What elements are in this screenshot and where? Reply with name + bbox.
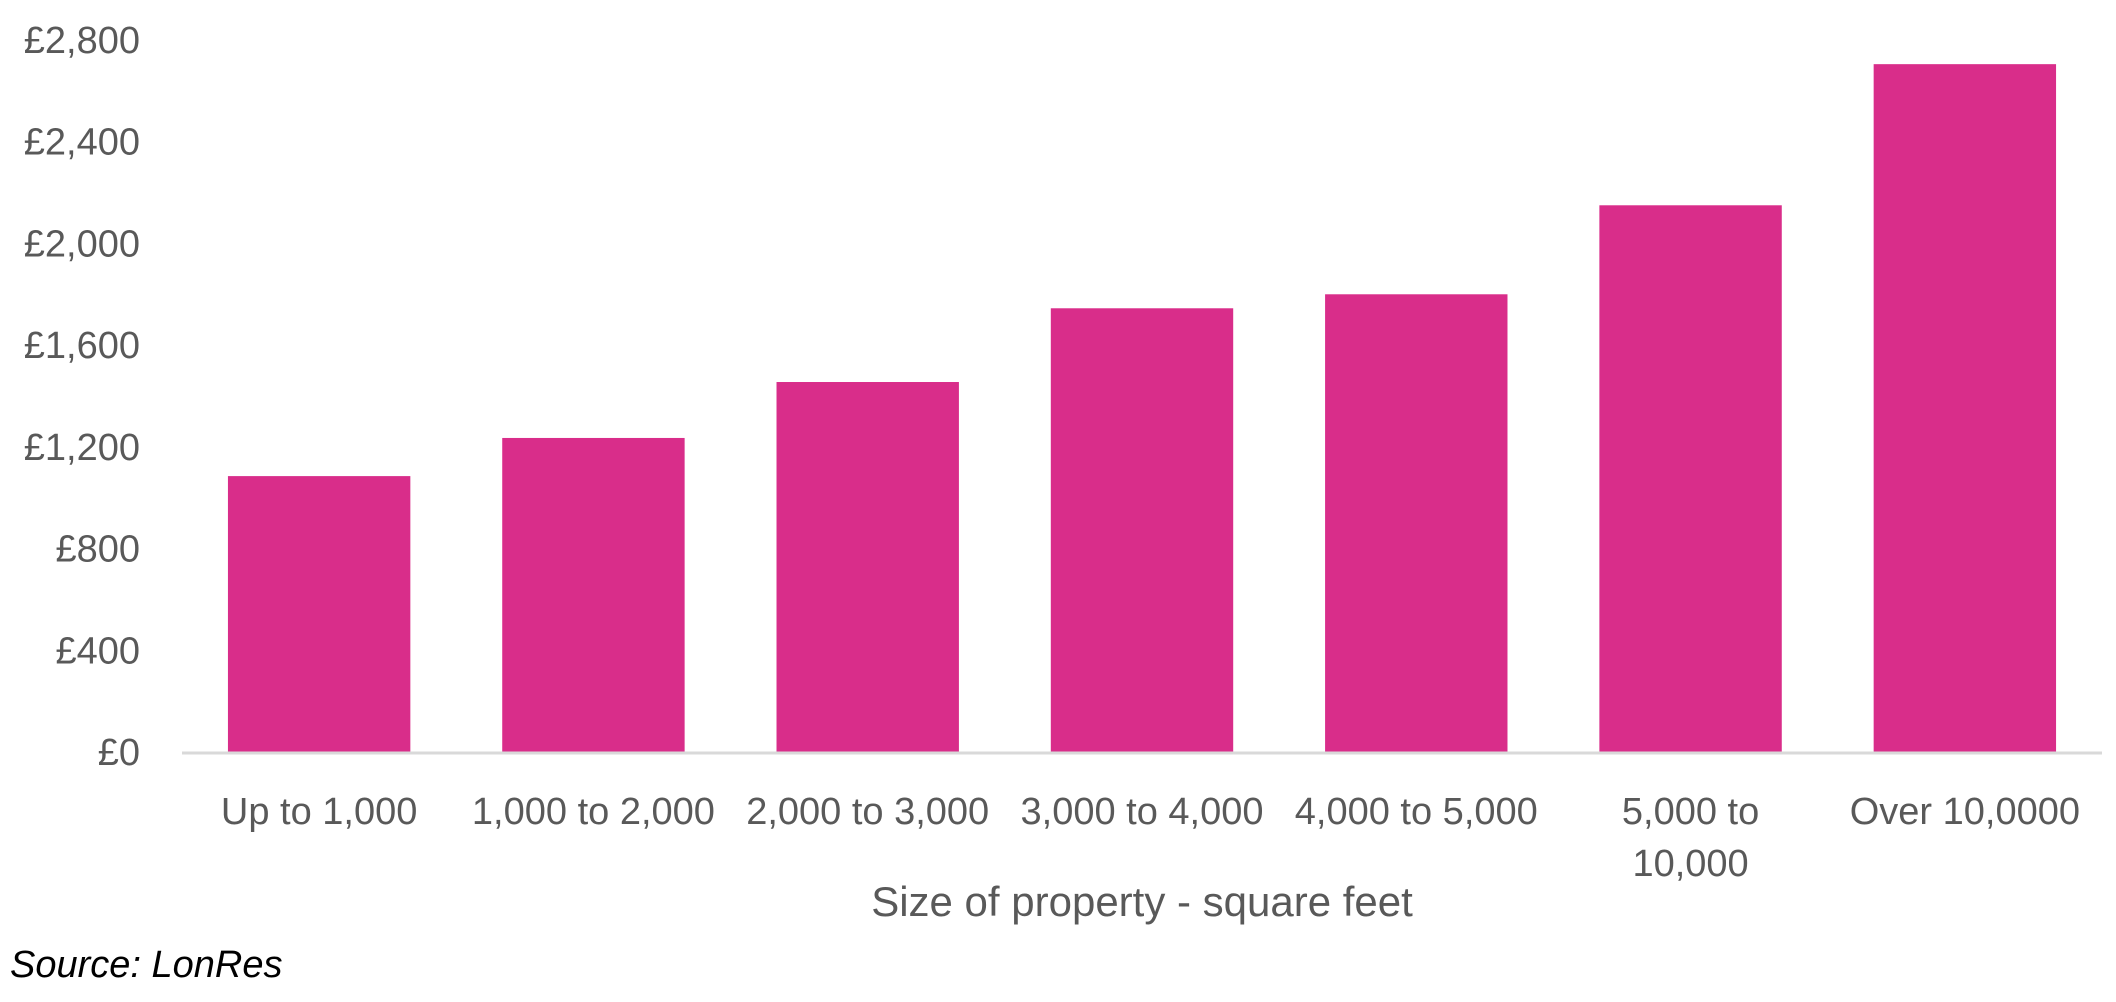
- bar: [1050, 308, 1234, 752]
- y-axis-ticks: £0 £400 £800 £1,200 £1,600 £2,000 £2,400 £2,800: [24, 20, 140, 774]
- bar: [776, 382, 959, 752]
- source-note: Source: LonRes: [10, 944, 283, 986]
- bar: [1599, 205, 1782, 753]
- bars-group: [227, 64, 2057, 753]
- x-axis-title: Size of property - square feet: [871, 878, 1413, 925]
- y-tick-label: £2,800: [24, 20, 140, 62]
- x-tick-label: 3,000 to 4,000: [1021, 791, 1264, 833]
- x-tick-label: 4,000 to 5,000: [1295, 791, 1538, 833]
- bar: [1325, 294, 1508, 752]
- y-tick-label: £1,200: [24, 427, 140, 469]
- y-tick-label: £2,400: [24, 122, 140, 164]
- bar: [1873, 64, 2057, 752]
- x-axis-tick-labels: Up to 1,000 1,000 to 2,000 2,000 to 3,000 3…: [221, 791, 2080, 885]
- y-tick-label: £2,000: [24, 223, 140, 265]
- x-tick-label: 2,000 to 3,000: [746, 791, 989, 833]
- x-tick-label: 1,000 to 2,000: [472, 791, 715, 833]
- x-tick-label: Up to 1,000: [221, 791, 417, 833]
- y-tick-label: £800: [55, 529, 140, 571]
- bar: [502, 437, 685, 752]
- bar: [227, 476, 411, 752]
- y-tick-label: £1,600: [24, 325, 140, 367]
- y-tick-label: £400: [55, 630, 140, 672]
- x-tick-label: Over 10,0000: [1850, 791, 2080, 833]
- y-tick-label: £0: [98, 732, 140, 774]
- x-tick-label: 5,000 to 10,000: [1622, 791, 1759, 885]
